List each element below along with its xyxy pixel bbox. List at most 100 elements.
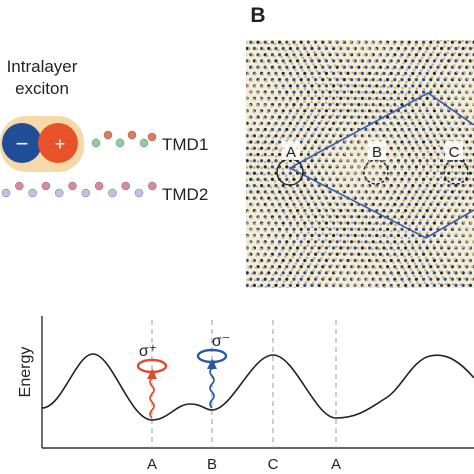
moire-atom — [360, 96, 364, 100]
moire-atom — [315, 69, 319, 73]
moire-atom — [357, 315, 360, 318]
moire-atom — [364, 78, 368, 82]
moire-atom — [321, 290, 324, 293]
moire-atom — [451, 16, 454, 19]
moire-atom — [299, 227, 303, 231]
moire-atom — [206, 290, 209, 293]
moire-atom — [307, 16, 310, 19]
moire-atom — [418, 175, 421, 178]
moire-atom — [416, 281, 419, 284]
moire-atom — [258, 204, 261, 207]
moire-atom — [443, 127, 447, 132]
moire-atom — [310, 246, 314, 250]
moire-atom — [423, 281, 427, 285]
moire-atom — [418, 22, 421, 25]
moire-atom — [443, 65, 447, 69]
moire-atom — [343, 28, 346, 31]
moire-atom — [285, 37, 288, 40]
moire-atom — [349, 246, 353, 249]
moire-atom — [454, 171, 458, 175]
moire-atom — [404, 184, 408, 188]
moire-atom — [347, 21, 350, 24]
moire-atom — [229, 78, 232, 81]
moire-atom — [265, 204, 268, 208]
tmd1-atom — [139, 138, 149, 148]
moire-atom — [218, 15, 221, 18]
moire-atom — [379, 28, 382, 31]
moire-atom — [206, 226, 209, 229]
moire-atom — [382, 173, 385, 176]
moire-atom — [235, 228, 238, 231]
moire-atom — [327, 120, 330, 123]
moire-atom — [458, 28, 461, 31]
moire-atom — [432, 175, 436, 179]
moire-atom — [425, 244, 429, 247]
moire-atom — [278, 24, 281, 27]
moire-atom — [285, 103, 289, 107]
moire-atom — [289, 293, 292, 296]
moire-atom — [301, 69, 304, 72]
moire-atom — [414, 103, 418, 107]
moire-atom — [454, 184, 458, 188]
moire-atom — [459, 21, 462, 24]
moire-atom — [441, 82, 444, 86]
moire-atom — [270, 152, 274, 157]
moire-atom — [195, 176, 198, 179]
moire-atom — [249, 40, 253, 44]
moire-atom — [268, 210, 272, 214]
moire-atom — [197, 207, 200, 210]
moire-atom — [429, 190, 433, 194]
moire-atom — [305, 119, 309, 122]
moire-atom — [331, 182, 334, 186]
moire-atom — [246, 222, 249, 225]
moire-atom — [418, 40, 421, 41]
moire-atom — [227, 103, 230, 106]
moire-atom — [242, 290, 245, 293]
moire-atom — [453, 52, 457, 55]
moire-atom — [395, 267, 398, 271]
moire-atom — [422, 319, 425, 322]
moire-atom — [467, 9, 470, 12]
moire-atom — [246, 29, 249, 32]
moire-atom — [274, 10, 277, 13]
moire-atom — [278, 299, 281, 302]
moire-atom — [246, 72, 250, 75]
moire-atom — [405, 12, 408, 15]
moire-atom — [417, 187, 421, 191]
moire-atom — [299, 93, 303, 97]
moire-atom — [415, 3, 418, 6]
moire-atom — [396, 271, 400, 275]
moire-atom — [325, 295, 328, 298]
moire-atom — [227, 184, 230, 187]
moire-atom — [431, 188, 435, 191]
moire-atom — [360, 103, 364, 106]
moire-atom — [271, 148, 275, 152]
moire-atom — [463, 127, 467, 131]
moire-atom — [440, 171, 444, 175]
moire-atom — [231, 234, 234, 237]
moire-atom — [449, 126, 453, 130]
moire-atom — [350, 165, 353, 168]
moire-atom — [465, 277, 469, 281]
moire-atom — [375, 71, 379, 75]
moire-atom — [411, 93, 415, 97]
moire-atom — [446, 189, 449, 192]
moire-atom — [224, 222, 227, 225]
moire-atom — [317, 238, 321, 241]
moire-atom — [354, 297, 357, 300]
moire-atom — [414, 181, 417, 184]
moire-atom — [308, 13, 311, 16]
moire-atom — [217, 284, 220, 287]
moire-atom — [278, 92, 281, 96]
moire-atom — [327, 51, 330, 55]
moire-atom — [463, 196, 467, 199]
moire-atom — [231, 97, 234, 100]
moire-atom — [267, 184, 271, 188]
moire-atom — [400, 90, 404, 94]
moire-atom — [354, 10, 357, 13]
moire-atom — [220, 140, 223, 143]
moire-atom — [422, 240, 426, 244]
moire-atom — [451, 3, 454, 6]
moire-atom — [235, 159, 238, 162]
moire-atom — [254, 141, 257, 144]
